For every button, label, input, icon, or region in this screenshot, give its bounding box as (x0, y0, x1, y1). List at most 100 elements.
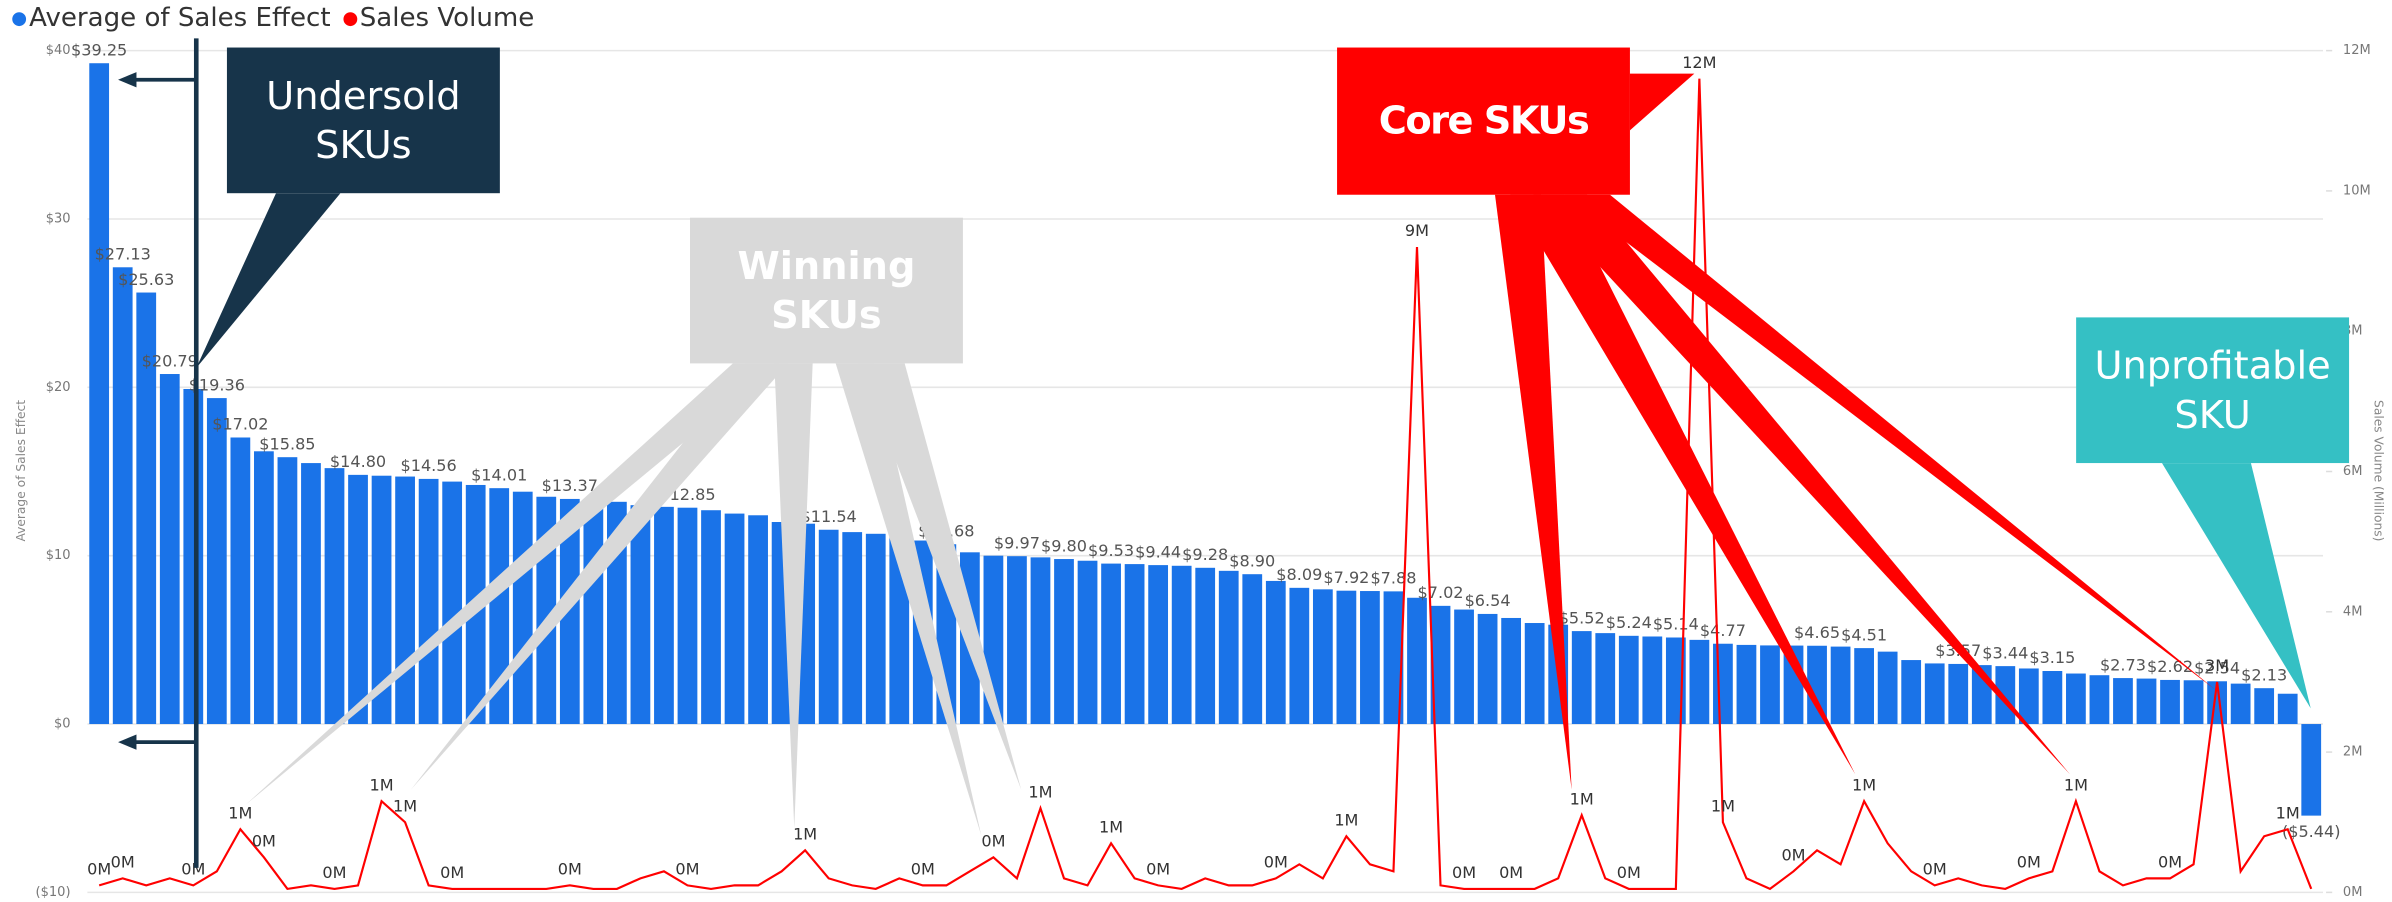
y-axis-title: Average of Sales Effect (14, 400, 28, 542)
bar (1454, 609, 1474, 725)
bar (2066, 673, 2086, 725)
bar (1407, 597, 1427, 725)
bar (1642, 636, 1663, 725)
legend-item[interactable]: Sales Volume (342, 3, 535, 34)
bar (701, 510, 721, 725)
callout-winning: Winning SKUs (689, 217, 963, 364)
legend-item[interactable]: Average of Sales Effect (12, 3, 331, 34)
bar (2089, 675, 2110, 725)
bar-value-label: $17.02 (212, 415, 268, 434)
bar-value-label: $3.15 (2029, 648, 2075, 667)
line-value-label: 0M (87, 860, 111, 879)
line-value-label: 1M (1852, 775, 1876, 794)
line-value-label: 0M (1617, 863, 1641, 882)
bar (1218, 570, 1239, 725)
bar (748, 515, 768, 725)
line-value-label: 0M (2017, 853, 2041, 872)
bar (1430, 605, 1451, 725)
bar (2301, 724, 2322, 816)
bar (818, 529, 839, 725)
bar-value-label: $11.54 (801, 507, 857, 526)
bar (842, 532, 863, 725)
bar-value-label: $14.56 (400, 456, 456, 475)
bar (1736, 644, 1757, 725)
bar (1360, 591, 1380, 725)
bar (442, 481, 463, 725)
bar (630, 505, 651, 725)
y-tick-label: ($10) (36, 885, 71, 900)
bar (1195, 567, 1216, 725)
bar-value-label: $15.85 (259, 434, 315, 453)
line-value-label: 0M (111, 853, 135, 872)
bar (2160, 679, 2180, 725)
bar (2230, 683, 2251, 725)
line-value-label: 3M (2205, 656, 2229, 675)
bar (1171, 565, 1192, 725)
y-tick-label: $0 (54, 717, 71, 732)
bar (1877, 651, 1898, 725)
bar (559, 498, 580, 725)
bar (1383, 591, 1404, 725)
bar-value-label: $9.28 (1182, 545, 1228, 564)
bar (1242, 574, 1263, 725)
bar-value-label: $13.37 (542, 476, 598, 495)
bar-value-label: $2.62 (2147, 657, 2193, 676)
bar (677, 507, 698, 725)
y2-tick-label: 10M (2343, 183, 2371, 198)
bar (1595, 633, 1616, 725)
line-value-label: 1M (370, 775, 394, 794)
bar-value-label: $5.52 (1559, 608, 1605, 627)
y2-tick-label: 0M (2343, 885, 2363, 900)
line-value-label: 0M (911, 860, 935, 879)
line-value-label: 1M (1711, 796, 1735, 815)
line-value-label: 0M (1781, 846, 1805, 865)
line-value-label: 0M (322, 863, 346, 882)
bar-value-label: $3.44 (1982, 643, 2028, 662)
y2-tick-label: 4M (2343, 604, 2363, 619)
y2-tick-label: 6M (2343, 464, 2363, 479)
bar (1007, 556, 1027, 725)
line-value-label: 0M (1499, 863, 1523, 882)
bar-value-label: $4.51 (1841, 625, 1887, 644)
bar (183, 389, 204, 725)
callout-unprofitable: Unprofitable SKU (2076, 317, 2350, 464)
bar (418, 478, 439, 725)
bar-value-label: $7.92 (1323, 568, 1369, 587)
line-value-label: 1M (228, 803, 252, 822)
bar-value-label: ($5.44) (2282, 822, 2341, 841)
bar (1830, 646, 1851, 725)
bar (301, 463, 321, 725)
legend-label: Sales Volume (359, 3, 535, 34)
bar (865, 533, 886, 725)
bar-value-label: $19.36 (189, 375, 245, 394)
bar-value-label: $2.73 (2100, 655, 2146, 674)
line-value-label: 0M (1264, 853, 1288, 872)
bar-value-label: $9.44 (1135, 542, 1181, 561)
bar (583, 498, 604, 725)
bar-value-label: $2.54 (2194, 659, 2240, 678)
bar (654, 506, 674, 725)
line-value-label: 1M (2064, 775, 2088, 794)
bar-value-label: $9.53 (1088, 541, 1134, 560)
bar (724, 513, 745, 725)
bar (1312, 589, 1333, 725)
bar (1124, 564, 1145, 725)
bar-value-label: $27.13 (95, 245, 151, 264)
bar (112, 267, 133, 725)
bar-value-label: $9.97 (994, 533, 1040, 552)
core-pointer (1494, 194, 1572, 790)
bar-value-label: $8.90 (1229, 551, 1275, 570)
bar (1901, 660, 1922, 725)
y2-axis-title: Sales Volume (Millions) (2372, 400, 2386, 541)
bar (2042, 671, 2063, 725)
line-value-label: 1M (793, 824, 817, 843)
bar (2254, 688, 2275, 725)
core-pointer (1510, 194, 1856, 775)
bar-value-label: $39.25 (71, 40, 127, 59)
line-value-label: 0M (440, 863, 464, 882)
y-tick-label: $40 (46, 43, 71, 58)
bar (1289, 587, 1310, 725)
legend-label: Average of Sales Effect (29, 3, 331, 34)
callout-core: Core SKUs (1337, 47, 1630, 195)
